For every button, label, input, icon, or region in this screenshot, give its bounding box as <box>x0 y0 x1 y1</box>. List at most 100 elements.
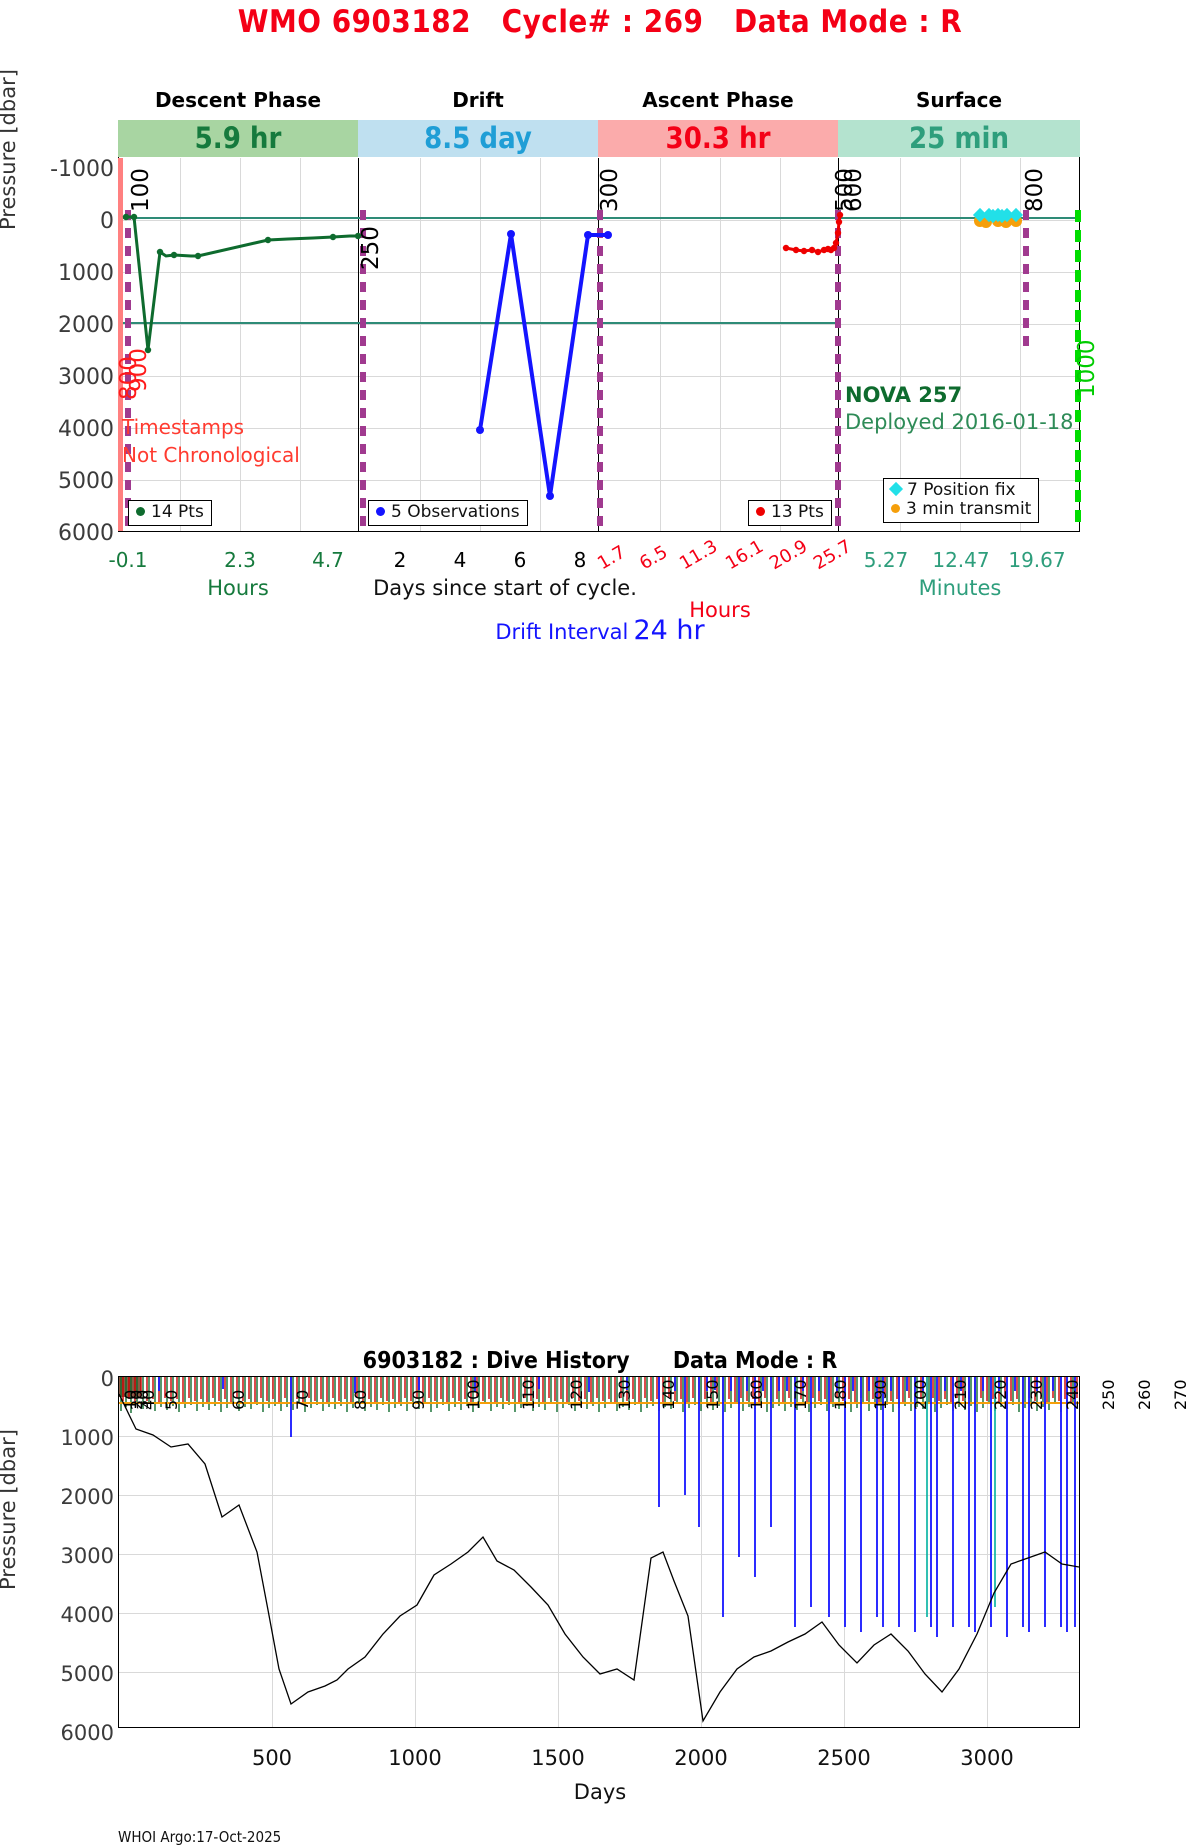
descent-trace <box>126 215 358 351</box>
event-marker-surface <box>1023 210 1029 350</box>
cycle-label: 180 <box>831 1379 850 1410</box>
gridline <box>240 158 241 531</box>
dive-history-chart: 6903182 : Dive History Data Mode : R Pre… <box>0 660 1200 1846</box>
cycle-label: 170 <box>791 1379 810 1410</box>
max-pressure-profile <box>119 1393 1079 1723</box>
x-tick-descent: -0.1 <box>108 548 148 572</box>
timestamp-warning-line2: Not Chronological <box>122 443 300 467</box>
float-name-label: NOVA 257 <box>845 383 963 407</box>
phase-header-ascent: Ascent Phase <box>642 88 794 112</box>
bottom-y-tick: 6000 <box>60 1721 114 1745</box>
bottom-y-tick: 5000 <box>60 1662 114 1686</box>
phase-duration-descent: 5.9 hr <box>118 120 358 157</box>
reference-line-dotted <box>600 322 838 326</box>
x-tick-ascent: 20.9 <box>766 535 812 575</box>
bottom-x-axis-label: Days <box>573 1780 627 1804</box>
cycle-label: 270 <box>1171 1379 1190 1410</box>
bottom-y-tick: 4000 <box>60 1603 114 1627</box>
phase-header-surface: Surface <box>915 88 1003 112</box>
phase-duration-ascent: 30.3 hr <box>598 120 838 157</box>
cycle-label: 190 <box>871 1379 890 1410</box>
cycle-label: 220 <box>991 1379 1010 1410</box>
cycle-label: 130 <box>615 1379 634 1410</box>
y-tick: 4000 <box>58 417 114 442</box>
x-tick-surface: 12.47 <box>932 548 990 572</box>
phase-separator <box>358 158 359 531</box>
bottom-x-tick: 2500 <box>817 1746 871 1770</box>
page-title: WMO 6903182 Cycle# : 269 Data Mode : R <box>237 4 963 40</box>
dive-history-traces <box>119 1377 1079 1723</box>
x-tick-ascent: 11.3 <box>676 535 722 575</box>
gridline <box>660 158 661 531</box>
cycle-label: 250 <box>1099 1379 1118 1410</box>
legend-text: 14 Pts <box>151 502 204 522</box>
bottom-x-tick: 1000 <box>388 1746 442 1770</box>
y-tick: 3000 <box>58 365 114 390</box>
cycle-label: 150 <box>703 1379 722 1410</box>
gridline <box>300 158 301 531</box>
gridline <box>960 158 961 531</box>
bottom-x-tick: 2000 <box>674 1746 728 1770</box>
bottom-y-axis-label: Pressure [dbar] <box>0 1429 20 1590</box>
cycle-label: 230 <box>1027 1379 1046 1410</box>
position-fix-points <box>972 207 1024 224</box>
phase-duration-drift: 8.5 day <box>358 120 598 157</box>
legend-ascent: 13 Pts <box>748 500 832 526</box>
timestamp-warning-line1: Timestamps <box>122 415 245 439</box>
legend-text: 7 Position fix <box>907 480 1016 500</box>
legend-drift: 5 Observations <box>368 500 528 526</box>
descent-start-band <box>118 158 123 531</box>
bottom-y-tick: 3000 <box>60 1544 114 1568</box>
cycle-detail-chart: Descent Phase Drift Ascent Phase Surface… <box>0 0 1200 660</box>
gridline <box>180 158 181 531</box>
event-marker-drift-start <box>360 210 366 530</box>
bottom-y-tick: 0 <box>100 1367 114 1391</box>
drift-interval-label: Drift Interval <box>495 620 629 644</box>
drift-points <box>476 230 612 500</box>
x-axis-name-descent: Hours <box>207 576 269 600</box>
y-tick: 0 <box>100 209 114 234</box>
drift-interval-value: 24 hr <box>633 615 705 646</box>
dive-history-title: 6903182 : Dive History Data Mode : R <box>362 1348 838 1374</box>
cycle-label: 70 <box>293 1389 312 1410</box>
event-marker-drift-end <box>597 210 603 530</box>
x-tick-ascent: 6.5 <box>636 541 672 575</box>
cycle-label: 60 <box>229 1389 248 1410</box>
deployment-date-label: Deployed 2016-01-18 <box>845 410 1074 434</box>
cycle-label: 80 <box>351 1389 370 1410</box>
y-tick: 5000 <box>58 469 114 494</box>
event-marker-cycle-end <box>1075 210 1081 530</box>
x-tick-ascent: 25.7 <box>810 535 856 575</box>
bottom-x-tick: 3000 <box>960 1746 1014 1770</box>
x-tick-descent: 4.7 <box>312 548 344 572</box>
legend-descent: 14 Pts <box>128 500 212 526</box>
phase-header-descent: Descent Phase <box>154 88 322 112</box>
gridline <box>1020 158 1021 531</box>
cycle-label: 40 <box>139 1389 158 1410</box>
x-tick-drift: 8 <box>573 548 587 572</box>
y-tick: 6000 <box>58 521 114 546</box>
cycle-label: 110 <box>519 1379 538 1410</box>
ascent-points <box>782 211 844 256</box>
bottom-y-tick: 1000 <box>60 1426 114 1450</box>
legend-marker-orange <box>891 503 900 513</box>
gridline <box>900 158 901 531</box>
bottom-y-tick: 2000 <box>60 1485 114 1509</box>
footer-credit: WHOI Argo:17-Oct-2025 <box>118 1828 282 1846</box>
reference-line-2000dbar <box>119 322 838 324</box>
gridline <box>420 158 421 531</box>
cycle-label: 120 <box>567 1379 586 1410</box>
gridline <box>540 158 541 531</box>
legend-marker-blue <box>376 506 385 516</box>
x-tick-drift: 4 <box>453 548 467 572</box>
x-tick-ascent: 16.1 <box>722 535 768 575</box>
phase-header-drift: Drift <box>452 88 504 112</box>
cycle-traces <box>122 207 1024 500</box>
bottom-x-tick: 1500 <box>531 1746 585 1770</box>
top-y-axis-label: Pressure [dbar] <box>0 69 20 230</box>
gridline <box>780 158 781 531</box>
x-tick-descent: 2.3 <box>224 548 256 572</box>
legend-marker-cyan-diamond <box>888 481 904 497</box>
x-axis-name-ascent: Hours <box>689 598 751 622</box>
cycle-label: 50 <box>162 1389 181 1410</box>
